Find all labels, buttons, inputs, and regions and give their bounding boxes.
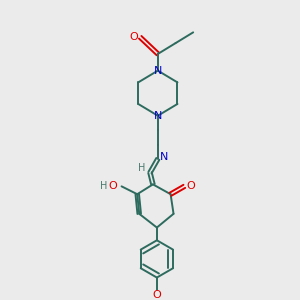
- Text: O: O: [108, 181, 117, 191]
- Text: O: O: [187, 181, 196, 191]
- Text: N: N: [160, 152, 168, 162]
- Text: O: O: [152, 290, 161, 300]
- Text: N: N: [154, 66, 162, 76]
- Text: H: H: [139, 163, 146, 173]
- Text: N: N: [154, 111, 162, 121]
- Text: H: H: [100, 181, 108, 191]
- Text: O: O: [129, 32, 138, 42]
